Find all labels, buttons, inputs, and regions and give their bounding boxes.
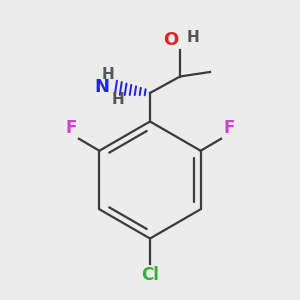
Text: N: N: [94, 78, 110, 96]
Text: H: H: [187, 30, 199, 45]
Text: H: H: [102, 67, 114, 82]
Text: H: H: [112, 92, 124, 107]
Text: Cl: Cl: [141, 266, 159, 284]
Text: F: F: [65, 119, 76, 137]
Text: O: O: [163, 31, 178, 49]
Text: F: F: [224, 119, 235, 137]
